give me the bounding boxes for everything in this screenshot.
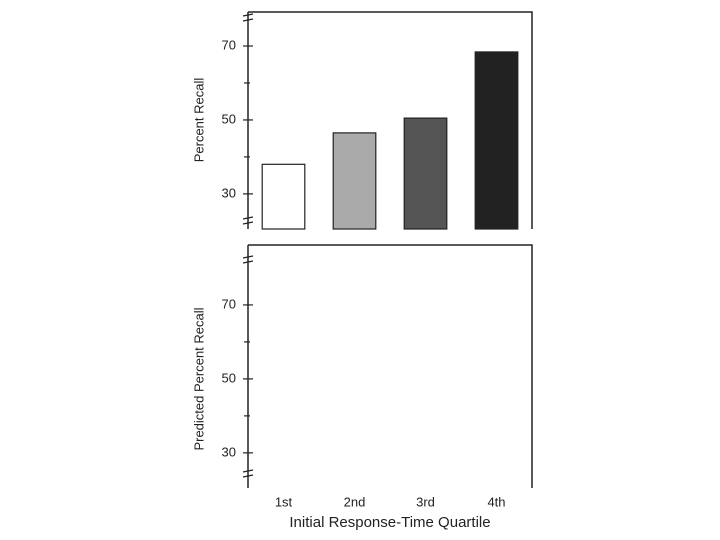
y-axis-title: Predicted Percent Recall <box>191 307 206 450</box>
axis-breaks <box>242 13 254 478</box>
bar <box>403 117 448 230</box>
x-tick-label: 4th <box>487 494 505 509</box>
y-tick-label: 30 <box>222 444 236 459</box>
y-tick-label: 30 <box>222 185 236 200</box>
x-axis-title: Initial Response-Time Quartile <box>289 514 490 531</box>
x-tick-label: 3rd <box>416 494 435 509</box>
cover <box>258 275 522 486</box>
y-tick-label: 70 <box>222 37 236 52</box>
bar <box>474 51 519 230</box>
x-tick-label: 1st <box>275 494 293 509</box>
y-tick-label: 50 <box>222 111 236 126</box>
bar <box>261 163 306 230</box>
y-axis-title: Percent Recall <box>191 78 206 163</box>
y-tick-label: 50 <box>222 370 236 385</box>
bar <box>332 132 377 230</box>
y-tick-label: 70 <box>222 296 236 311</box>
x-tick-label: 2nd <box>344 494 366 509</box>
bottom-frame <box>247 244 533 488</box>
